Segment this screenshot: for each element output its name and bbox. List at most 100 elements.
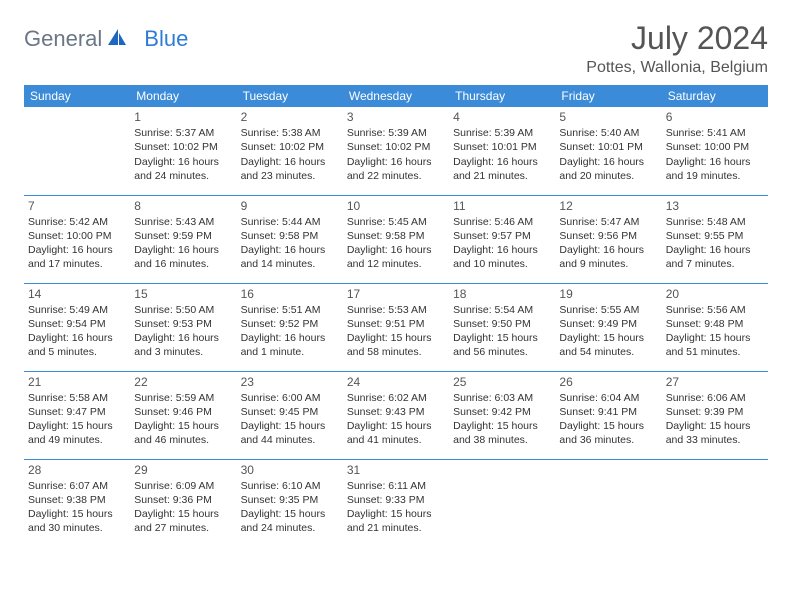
sunrise-text: Sunrise: 5:48 AM [666, 215, 764, 229]
month-title: July 2024 [586, 20, 768, 57]
sunset-text: Sunset: 9:57 PM [453, 229, 551, 243]
day-number: 31 [347, 462, 445, 478]
daylight-text: Daylight: 16 hours [241, 331, 339, 345]
day-header: Wednesday [343, 85, 449, 107]
day-header: Monday [130, 85, 236, 107]
logo-text-general: General [24, 26, 102, 52]
day-number: 30 [241, 462, 339, 478]
day-number: 12 [559, 198, 657, 214]
daylight-text: and 12 minutes. [347, 257, 445, 271]
day-number: 16 [241, 286, 339, 302]
calendar-cell: 18Sunrise: 5:54 AMSunset: 9:50 PMDayligh… [449, 283, 555, 371]
calendar-cell: 16Sunrise: 5:51 AMSunset: 9:52 PMDayligh… [237, 283, 343, 371]
day-number: 25 [453, 374, 551, 390]
calendar-cell [24, 107, 130, 195]
sunset-text: Sunset: 9:54 PM [28, 317, 126, 331]
daylight-text: Daylight: 16 hours [28, 243, 126, 257]
sunrise-text: Sunrise: 6:09 AM [134, 479, 232, 493]
sunrise-text: Sunrise: 5:45 AM [347, 215, 445, 229]
daylight-text: Daylight: 16 hours [347, 155, 445, 169]
day-number: 17 [347, 286, 445, 302]
daylight-text: and 1 minute. [241, 345, 339, 359]
daylight-text: and 24 minutes. [134, 169, 232, 183]
logo-text-blue: Blue [144, 26, 188, 52]
calendar-cell: 1Sunrise: 5:37 AMSunset: 10:02 PMDayligh… [130, 107, 236, 195]
daylight-text: and 46 minutes. [134, 433, 232, 447]
header-row: General Blue July 2024 Pottes, Wallonia,… [24, 20, 768, 77]
sunrise-text: Sunrise: 5:44 AM [241, 215, 339, 229]
calendar-cell: 21Sunrise: 5:58 AMSunset: 9:47 PMDayligh… [24, 371, 130, 459]
sail-icon [106, 27, 128, 52]
sunrise-text: Sunrise: 5:55 AM [559, 303, 657, 317]
day-number: 3 [347, 109, 445, 125]
calendar-cell: 14Sunrise: 5:49 AMSunset: 9:54 PMDayligh… [24, 283, 130, 371]
sunset-text: Sunset: 9:52 PM [241, 317, 339, 331]
day-number: 11 [453, 198, 551, 214]
day-number: 26 [559, 374, 657, 390]
day-number: 21 [28, 374, 126, 390]
daylight-text: Daylight: 16 hours [134, 331, 232, 345]
daylight-text: and 3 minutes. [134, 345, 232, 359]
daylight-text: Daylight: 15 hours [347, 419, 445, 433]
daylight-text: Daylight: 15 hours [241, 419, 339, 433]
daylight-text: and 7 minutes. [666, 257, 764, 271]
daylight-text: Daylight: 15 hours [134, 419, 232, 433]
sunrise-text: Sunrise: 5:40 AM [559, 126, 657, 140]
day-header: Sunday [24, 85, 130, 107]
sunset-text: Sunset: 9:51 PM [347, 317, 445, 331]
sunrise-text: Sunrise: 5:47 AM [559, 215, 657, 229]
sunset-text: Sunset: 10:00 PM [28, 229, 126, 243]
sunrise-text: Sunrise: 5:58 AM [28, 391, 126, 405]
calendar-cell: 11Sunrise: 5:46 AMSunset: 9:57 PMDayligh… [449, 195, 555, 283]
sunset-text: Sunset: 10:00 PM [666, 140, 764, 154]
sunrise-text: Sunrise: 5:39 AM [347, 126, 445, 140]
daylight-text: Daylight: 16 hours [453, 155, 551, 169]
day-number: 7 [28, 198, 126, 214]
sunrise-text: Sunrise: 6:07 AM [28, 479, 126, 493]
daylight-text: and 24 minutes. [241, 521, 339, 535]
calendar-cell: 23Sunrise: 6:00 AMSunset: 9:45 PMDayligh… [237, 371, 343, 459]
sunset-text: Sunset: 9:47 PM [28, 405, 126, 419]
sunset-text: Sunset: 9:50 PM [453, 317, 551, 331]
calendar-cell: 10Sunrise: 5:45 AMSunset: 9:58 PMDayligh… [343, 195, 449, 283]
day-number: 5 [559, 109, 657, 125]
daylight-text: Daylight: 16 hours [241, 243, 339, 257]
day-number: 15 [134, 286, 232, 302]
day-number: 14 [28, 286, 126, 302]
daylight-text: and 21 minutes. [453, 169, 551, 183]
daylight-text: and 27 minutes. [134, 521, 232, 535]
calendar-cell [662, 459, 768, 547]
calendar-cell: 20Sunrise: 5:56 AMSunset: 9:48 PMDayligh… [662, 283, 768, 371]
calendar-cell: 12Sunrise: 5:47 AMSunset: 9:56 PMDayligh… [555, 195, 661, 283]
day-number: 28 [28, 462, 126, 478]
sunset-text: Sunset: 9:42 PM [453, 405, 551, 419]
sunset-text: Sunset: 9:58 PM [347, 229, 445, 243]
daylight-text: Daylight: 15 hours [559, 331, 657, 345]
sunset-text: Sunset: 9:56 PM [559, 229, 657, 243]
sunrise-text: Sunrise: 6:04 AM [559, 391, 657, 405]
sunset-text: Sunset: 10:01 PM [453, 140, 551, 154]
calendar-cell [555, 459, 661, 547]
daylight-text: Daylight: 15 hours [666, 331, 764, 345]
daylight-text: Daylight: 16 hours [666, 155, 764, 169]
sunset-text: Sunset: 9:43 PM [347, 405, 445, 419]
calendar-cell: 26Sunrise: 6:04 AMSunset: 9:41 PMDayligh… [555, 371, 661, 459]
calendar-cell: 9Sunrise: 5:44 AMSunset: 9:58 PMDaylight… [237, 195, 343, 283]
sunset-text: Sunset: 9:41 PM [559, 405, 657, 419]
daylight-text: Daylight: 16 hours [666, 243, 764, 257]
sunrise-text: Sunrise: 6:02 AM [347, 391, 445, 405]
daylight-text: and 21 minutes. [347, 521, 445, 535]
calendar-cell: 25Sunrise: 6:03 AMSunset: 9:42 PMDayligh… [449, 371, 555, 459]
sunset-text: Sunset: 9:45 PM [241, 405, 339, 419]
title-block: July 2024 Pottes, Wallonia, Belgium [586, 20, 768, 77]
day-number: 10 [347, 198, 445, 214]
day-header: Thursday [449, 85, 555, 107]
sunrise-text: Sunrise: 5:56 AM [666, 303, 764, 317]
daylight-text: and 9 minutes. [559, 257, 657, 271]
day-number: 1 [134, 109, 232, 125]
sunset-text: Sunset: 9:53 PM [134, 317, 232, 331]
daylight-text: and 19 minutes. [666, 169, 764, 183]
calendar-cell: 2Sunrise: 5:38 AMSunset: 10:02 PMDayligh… [237, 107, 343, 195]
daylight-text: and 22 minutes. [347, 169, 445, 183]
daylight-text: Daylight: 15 hours [559, 419, 657, 433]
